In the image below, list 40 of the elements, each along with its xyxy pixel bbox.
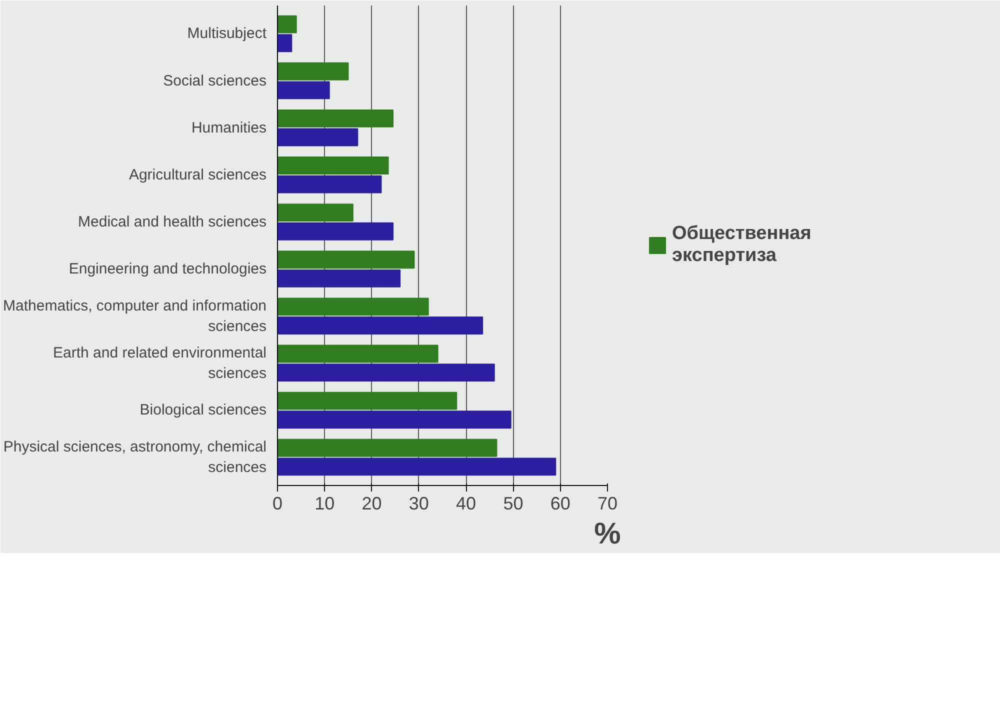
y-tick-label: Medical and health sciences bbox=[78, 213, 267, 230]
bar bbox=[278, 438, 498, 457]
x-tick-label: 70 bbox=[597, 494, 618, 514]
x-tick-label: 40 bbox=[456, 494, 476, 514]
y-tick-label: Physical sciences, astronomy, chemical sciences bbox=[3, 438, 267, 476]
bar bbox=[278, 364, 495, 382]
bar bbox=[278, 298, 429, 316]
y-tick-label: Mathematics, computer and information sciences bbox=[3, 297, 266, 335]
bar bbox=[278, 34, 292, 52]
bar bbox=[278, 222, 394, 240]
x-tick-label: 20 bbox=[362, 494, 382, 514]
bar bbox=[278, 156, 389, 174]
x-tick-label: 50 bbox=[503, 494, 524, 514]
y-tick-label: Multisubject bbox=[187, 25, 268, 42]
bar bbox=[278, 15, 297, 34]
y-tick-label: Engineering and technologies bbox=[68, 260, 267, 278]
bar bbox=[278, 410, 512, 429]
bar bbox=[278, 109, 394, 128]
bar bbox=[278, 458, 556, 476]
y-tick-label: Social sciences bbox=[163, 72, 267, 90]
bar bbox=[278, 81, 330, 100]
bar bbox=[278, 316, 484, 334]
legend-label: Общественная экспертиза bbox=[672, 223, 812, 267]
bar bbox=[278, 175, 382, 194]
x-tick-label: 0 bbox=[272, 494, 283, 514]
bar bbox=[278, 128, 358, 146]
bar bbox=[278, 392, 458, 410]
y-tick-label: Humanities bbox=[191, 119, 266, 136]
y-tick-label: Agricultural sciences bbox=[128, 166, 267, 184]
bar bbox=[278, 62, 349, 80]
x-tick-label: 30 bbox=[408, 494, 429, 514]
y-tick-label: Earth and related environmental sciences bbox=[53, 344, 267, 382]
x-tick-label: 60 bbox=[550, 494, 570, 514]
x-tick-label: 10 bbox=[314, 494, 335, 514]
bar bbox=[278, 344, 438, 363]
x-axis-title: % bbox=[594, 518, 621, 550]
bar bbox=[278, 204, 354, 222]
bar bbox=[278, 250, 415, 269]
y-tick-label: Biological sciences bbox=[140, 402, 267, 419]
bar bbox=[278, 269, 401, 288]
